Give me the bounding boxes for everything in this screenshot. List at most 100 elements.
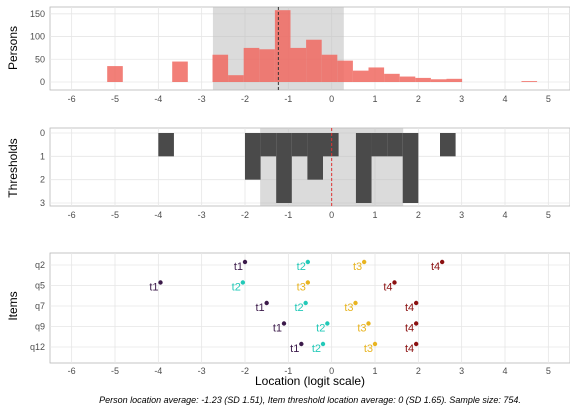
thresholds-bar	[307, 133, 323, 180]
thresholds-bar	[371, 133, 388, 157]
threshold-point-t1	[242, 259, 248, 265]
y-tick-label: 0	[40, 77, 45, 87]
persons-bar	[399, 76, 416, 82]
item-tick-label: q5	[35, 281, 45, 291]
persons-bar	[274, 10, 291, 83]
x-tick-label: 3	[459, 210, 464, 220]
x-tick-label: -6	[68, 366, 76, 376]
threshold-point-t4	[439, 259, 445, 265]
persons-bar	[352, 70, 369, 82]
persons-bar	[415, 77, 431, 82]
y-tick-label: 1	[40, 151, 45, 161]
threshold-point-t3	[366, 321, 371, 326]
x-tick-label: 2	[416, 366, 421, 376]
x-tick-label: -3	[198, 210, 206, 220]
x-tick-label: 1	[372, 94, 377, 104]
threshold-point-t2	[240, 280, 246, 285]
item-tick-label: q7	[35, 301, 45, 311]
thresholds-bar	[245, 133, 261, 180]
thresholds-y-ticks: 0 1 2 3	[40, 128, 45, 208]
threshold-point-t2	[303, 300, 308, 306]
items-threshold-points: t1 t2 t3 t4 t1 t2 t3 t4 t1 t2 t3 t4 t1 t2 t3 t4 t1 t2 t3 t4	[149, 259, 445, 355]
figure-caption: Person location average: -1.23 (SD 1.51)…	[99, 395, 521, 405]
threshold-label-t2: t2	[297, 261, 306, 273]
x-tick-label: 0	[329, 366, 334, 376]
persons-bar	[243, 47, 260, 82]
x-tick-label: 3	[459, 94, 464, 104]
thresholds-bars	[158, 133, 456, 203]
threshold-point-t4	[413, 321, 419, 326]
x-tick-label: -1	[284, 94, 292, 104]
y-tick-label: 100	[30, 32, 45, 42]
x-tick-label: 4	[502, 366, 507, 376]
persons-bar	[107, 66, 123, 82]
persons-y-axis-label: Persons	[6, 26, 20, 70]
threshold-label-t2: t2	[232, 282, 241, 294]
x-tick-label: -5	[111, 210, 119, 220]
threshold-label-t2: t2	[316, 323, 325, 335]
threshold-label-t3: t3	[297, 282, 306, 294]
persons-bar	[368, 67, 385, 82]
threshold-point-t1	[158, 280, 163, 285]
items-plot-background	[49, 252, 570, 364]
persons-bar	[212, 54, 229, 82]
x-tick-label: -5	[111, 366, 119, 376]
threshold-point-t4	[392, 280, 397, 285]
threshold-label-t4: t4	[405, 343, 414, 355]
thresholds-y-axis-label: Thresholds	[6, 138, 20, 197]
thresholds-panel: 0 1 2 3 -6 -5 -4 -3 -2 -1 0 1 2 3 4 5 Thresholds	[6, 127, 570, 220]
persons-bar	[306, 39, 322, 82]
threshold-point-t1	[281, 321, 287, 326]
threshold-point-t3	[372, 341, 378, 347]
persons-bar	[446, 78, 463, 82]
items-y-ticks: q2 q5 q7 q9 q12	[30, 260, 45, 352]
x-tick-label: -3	[198, 366, 206, 376]
threshold-label-t4: t4	[405, 302, 414, 314]
thresholds-bar	[291, 133, 308, 157]
threshold-label-t4: t4	[383, 282, 392, 294]
threshold-point-t2	[320, 341, 326, 347]
threshold-label-t4: t4	[405, 323, 414, 335]
y-tick-label: 50	[35, 54, 45, 64]
x-tick-label: 4	[502, 210, 507, 220]
y-tick-label: 0	[40, 128, 45, 138]
thresholds-x-ticks: -6 -5 -4 -3 -2 -1 0 1 2 3 4 5	[68, 210, 551, 220]
item-tick-label: q2	[35, 260, 45, 270]
items-y-axis-label: Items	[6, 291, 20, 320]
threshold-label-t3: t3	[357, 323, 366, 335]
threshold-point-t4	[413, 341, 419, 347]
x-tick-label: 2	[416, 210, 421, 220]
x-axis-label: Location (logit scale)	[255, 374, 365, 388]
persons-x-ticks: -6 -5 -4 -3 -2 -1 0 1 2 3 4 5	[68, 94, 551, 104]
threshold-label-t1: t1	[234, 261, 243, 273]
persons-bar	[321, 54, 338, 82]
threshold-point-t4	[413, 300, 419, 306]
persons-bar	[521, 81, 538, 82]
x-tick-label: 0	[329, 210, 334, 220]
threshold-label-t1: t1	[273, 323, 282, 335]
threshold-label-t2: t2	[294, 302, 303, 314]
threshold-label-t2: t2	[312, 343, 321, 355]
thresholds-bar	[158, 133, 174, 157]
thresholds-bar	[402, 133, 419, 203]
item-tick-label: q9	[35, 322, 45, 332]
x-tick-label: -1	[284, 210, 292, 220]
persons-bar	[384, 73, 400, 82]
x-tick-label: 5	[546, 210, 551, 220]
x-tick-label: -4	[154, 94, 162, 104]
x-tick-label: -6	[68, 210, 76, 220]
items-panel: t1 t2 t3 t4 t1 t2 t3 t4 t1 t2 t3 t4 t1 t2 t3 t4 t1 t2 t3 t4…	[6, 252, 570, 376]
threshold-label-t1: t1	[255, 302, 264, 314]
x-tick-label: -4	[154, 210, 162, 220]
x-tick-label: -2	[241, 366, 249, 376]
thresholds-bar	[323, 133, 339, 157]
threshold-point-t3	[353, 300, 358, 306]
thresholds-bar	[276, 133, 292, 203]
x-tick-label: -3	[198, 94, 206, 104]
persons-y-ticks: 0 50 100 150	[30, 9, 45, 87]
threshold-point-t1	[264, 300, 269, 306]
x-tick-label: 1	[372, 366, 377, 376]
persons-bars	[107, 10, 538, 83]
y-tick-label: 2	[40, 175, 45, 185]
items-gridlines	[50, 253, 570, 363]
